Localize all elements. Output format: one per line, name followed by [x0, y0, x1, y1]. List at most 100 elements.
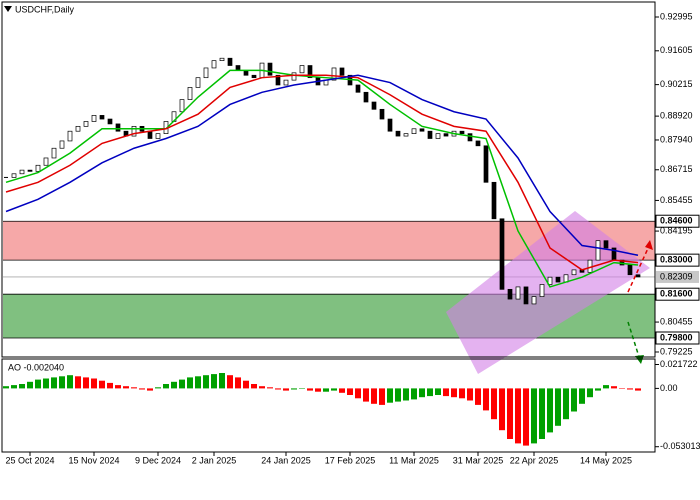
candle [291, 72, 297, 81]
ao-bar [627, 388, 633, 390]
candle [339, 67, 345, 76]
candle [547, 276, 553, 285]
y-tick-label: 0.79225 [660, 346, 693, 356]
candle [43, 157, 49, 166]
candle [603, 240, 609, 249]
ao-bar [563, 388, 569, 420]
candle [219, 57, 225, 62]
candle [267, 62, 273, 76]
ao-panel-frame [1, 358, 656, 453]
ao-bar [555, 388, 561, 426]
up-arrow-head [645, 240, 653, 250]
y-tick-label: 0.91605 [660, 45, 693, 55]
candle [627, 264, 633, 276]
ao-bar [403, 388, 409, 401]
ao-bar [571, 388, 577, 412]
candle [283, 79, 289, 86]
x-tick-label: 22 Apr 2025 [510, 455, 559, 465]
price-panel-frame [1, 1, 656, 358]
ao-bar [43, 378, 49, 389]
candle [107, 118, 113, 125]
candle [507, 288, 513, 300]
candle [51, 147, 57, 159]
ao-bar [19, 384, 25, 389]
x-tick-label: 15 Nov 2024 [68, 455, 119, 465]
candle [75, 125, 81, 132]
candle [19, 169, 25, 175]
moving-average [5, 69, 639, 288]
ao-bar [211, 374, 217, 389]
ao-bar [331, 388, 337, 391]
ao-bar [379, 388, 385, 405]
candle [27, 169, 33, 172]
ao-bar [499, 388, 505, 431]
ao-bar [307, 388, 313, 391]
ao-bar [123, 386, 129, 389]
ao-bar [107, 382, 113, 389]
level-label: 0.84600 [660, 216, 693, 226]
candle [211, 60, 217, 69]
ao-bar [235, 377, 241, 389]
candle [115, 123, 121, 132]
ao-bar [635, 388, 641, 391]
symbol-arrow [4, 6, 12, 12]
ao-bar [299, 388, 305, 389]
current-price-box [656, 270, 699, 283]
x-tick-label: 24 Jan 2025 [261, 455, 311, 465]
level-label-box [655, 214, 700, 228]
ao-bar [475, 388, 481, 405]
ao-bar [443, 388, 449, 397]
ao-bar [131, 387, 137, 389]
x-tick-label: 11 Mar 2025 [389, 455, 439, 465]
candle [387, 118, 393, 132]
x-tick-label: 14 May 2025 [580, 455, 632, 465]
ao-bar [483, 388, 489, 411]
ao-bar [243, 380, 249, 389]
candle [531, 296, 537, 305]
candle [475, 140, 481, 147]
candle [307, 65, 313, 79]
ao-bar [291, 388, 297, 390]
ao-bar [139, 388, 145, 390]
ao-bar [67, 375, 73, 389]
ao-bar [27, 381, 33, 389]
ao-bar [427, 388, 433, 397]
candle [403, 133, 409, 137]
ao-bar [51, 377, 57, 389]
candle [571, 269, 577, 276]
candle [35, 164, 41, 172]
candle [371, 101, 377, 110]
candle [179, 99, 185, 113]
candle [4, 176, 8, 178]
candle [91, 115, 97, 122]
x-tick-label: 2 Jan 2025 [192, 455, 237, 465]
ao-bar [35, 379, 41, 389]
candle [467, 133, 473, 142]
moving-average [5, 74, 639, 257]
candle [83, 121, 89, 127]
y-tick-label: 0.87940 [660, 134, 693, 144]
candle [251, 74, 257, 79]
ao-bar [323, 388, 329, 392]
ao-bar [531, 388, 537, 444]
ao-bar [459, 388, 465, 399]
x-tick-label: 9 Dec 2024 [135, 455, 181, 465]
ao-bar [411, 388, 417, 400]
candle [491, 181, 497, 220]
current-price-label: 0.82309 [660, 271, 693, 281]
ao-y-tick-label: 0.00 [660, 383, 678, 393]
y-tick-label: 0.80455 [660, 316, 693, 326]
candle [395, 130, 401, 137]
ao-bar [203, 375, 209, 389]
candle [355, 84, 361, 93]
candle [515, 286, 521, 300]
ao-bar [619, 388, 625, 389]
ao-bar [11, 385, 17, 389]
candle [587, 259, 593, 273]
ao-bar [267, 387, 273, 389]
ao-bar [579, 388, 585, 404]
candle [155, 133, 161, 139]
ao-bar [603, 385, 609, 389]
ao-bar [587, 388, 593, 398]
candle [459, 130, 465, 134]
